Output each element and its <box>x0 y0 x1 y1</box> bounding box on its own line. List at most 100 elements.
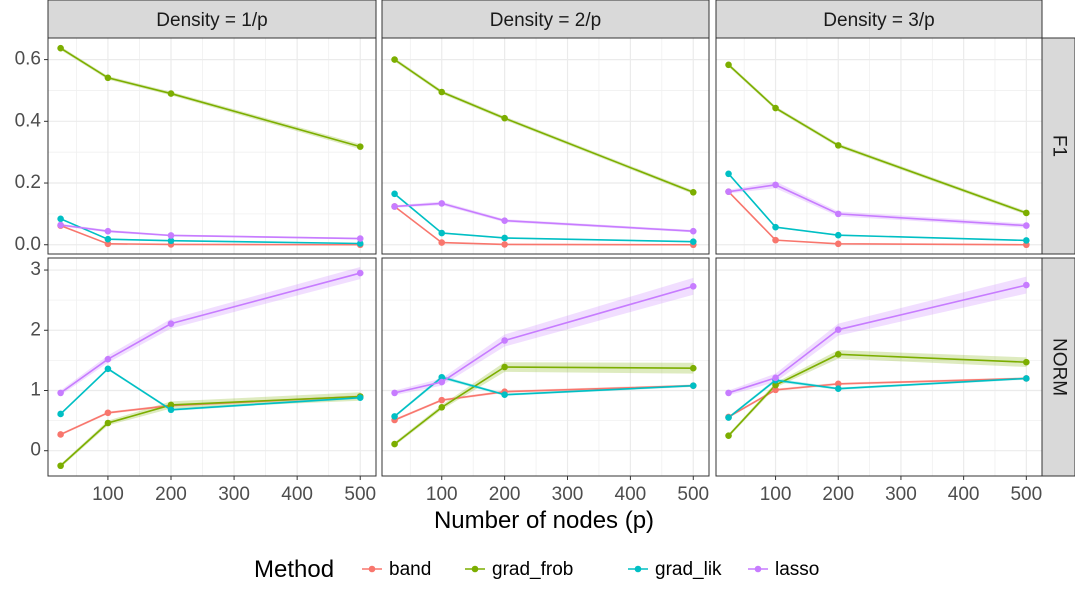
line-grad_lik-F1-d1 <box>60 218 361 245</box>
y-tick-label-NORM-3: 3 <box>30 259 41 280</box>
facet-strip-d2 <box>381 0 710 39</box>
point-grad_frob-F1-d3-500 <box>1023 209 1030 217</box>
x-tick-label-d1-200: 200 <box>155 484 187 505</box>
point-lasso-NORM-d2-500 <box>689 283 697 290</box>
point-grad_lik-F1-d3-100 <box>772 223 779 231</box>
point-lasso-F1-d3-200 <box>834 210 842 218</box>
grid-lines <box>48 38 1042 476</box>
point-lasso-F1-d1-100 <box>104 227 112 235</box>
point-band-F1-d3-100 <box>772 236 779 244</box>
point-lasso-F1-d2-200 <box>501 217 508 224</box>
point-grad_lik-NORM-d2-500 <box>689 382 697 389</box>
point-lasso-NORM-d1-25 <box>57 389 64 397</box>
legend-title: Method <box>254 556 334 583</box>
point-lasso-F1-d3-25 <box>725 188 732 195</box>
point-grad_frob-NORM-d3-500 <box>1023 358 1030 366</box>
legend-key-point-lasso <box>754 565 762 573</box>
point-grad_frob-NORM-d1-200 <box>167 401 175 409</box>
x-tick-label-d1-300: 300 <box>218 484 250 505</box>
band-grad_lik-NORM-d3 <box>728 377 1027 419</box>
line-grad_lik-F1-d3 <box>727 173 1027 242</box>
point-grad_lik-NORM-d1-200 <box>167 406 175 414</box>
point-band-F1-d3-200 <box>834 240 842 248</box>
legend-label-band: band <box>389 559 431 580</box>
point-band-NORM-d3-100 <box>772 386 779 394</box>
x-tick-label-d2-500: 500 <box>677 484 709 505</box>
point-lasso-F1-d1-25 <box>57 221 64 229</box>
y-tick-label-NORM-2: 2 <box>30 319 41 340</box>
point-grad_frob-F1-d2-100 <box>438 88 446 96</box>
facet-strip-label-NORM: NORM <box>1048 338 1069 396</box>
point-lasso-NORM-d3-100 <box>772 374 779 382</box>
point-lasso-F1-d2-25 <box>391 203 398 210</box>
point-grad_lik-NORM-d3-200 <box>834 385 842 392</box>
panel-background-F1-d2 <box>382 38 709 254</box>
point-grad_frob-F1-d1-100 <box>104 74 112 82</box>
point-grad_frob-F1-d2-25 <box>391 56 398 63</box>
axis-ticks: 0.0 0.2 0.4 0.6 0 1 2 3 100 200 300 400 500 100 200 300… <box>15 49 1043 505</box>
line-band-NORM-d3 <box>728 377 1027 418</box>
line-band-NORM-d2 <box>394 384 694 421</box>
x-tick-label-d1-500: 500 <box>344 484 376 505</box>
point-lasso-F1-d3-100 <box>772 181 779 189</box>
band-lasso-NORM-d1 <box>60 267 361 396</box>
band-grad_frob-NORM-d2 <box>394 362 694 446</box>
point-lasso-NORM-d1-100 <box>104 355 112 363</box>
series-lines <box>60 47 1027 467</box>
point-band-NORM-d1-25 <box>57 431 64 438</box>
x-tick-label-d3-500: 500 <box>1010 484 1042 505</box>
line-band-F1-d3 <box>727 191 1027 246</box>
line-grad_frob-NORM-d1 <box>60 395 361 467</box>
point-grad_lik-NORM-d2-200 <box>501 391 508 399</box>
point-grad_lik-NORM-d2-25 <box>391 413 398 420</box>
point-grad_frob-NORM-d2-25 <box>391 440 398 448</box>
point-grad_lik-F1-d1-25 <box>57 215 64 223</box>
point-grad_frob-NORM-d2-100 <box>438 404 446 411</box>
legend-key-point-grad_lik <box>634 565 642 573</box>
point-band-F1-d1-100 <box>104 240 112 248</box>
point-grad_frob-F1-d3-100 <box>772 104 779 112</box>
line-lasso-F1-d1 <box>60 224 361 240</box>
point-grad_frob-F1-d1-500 <box>356 143 364 150</box>
y-tick-label-F1-0.0: 0.0 <box>15 234 41 255</box>
facet-strip-label-d1: Density = 1/p <box>156 10 267 31</box>
point-lasso-NORM-d1-500 <box>356 269 364 277</box>
legend-label-grad_frob: grad_frob <box>492 559 573 580</box>
point-lasso-NORM-d2-25 <box>391 389 398 397</box>
point-band-F1-d2-100 <box>438 239 446 246</box>
point-grad_frob-NORM-d1-100 <box>104 419 112 427</box>
line-grad_frob-NORM-d2 <box>394 366 694 445</box>
facet-strip-F1 <box>1041 37 1075 255</box>
line-band-F1-d2 <box>394 205 694 246</box>
line-grad_frob-NORM-d3 <box>727 353 1027 437</box>
line-grad_lik-NORM-d1 <box>60 367 361 415</box>
point-lasso-NORM-d3-25 <box>725 389 732 397</box>
panel-border-NORM-d1 <box>47 257 377 477</box>
band-grad_lik-NORM-d2 <box>394 375 694 418</box>
x-tick-label-d2-100: 100 <box>426 484 458 505</box>
x-tick-label-d2-400: 400 <box>615 484 647 505</box>
point-lasso-F1-d2-100 <box>438 200 446 207</box>
point-lasso-NORM-d2-200 <box>501 337 508 344</box>
line-lasso-F1-d3 <box>728 184 1027 227</box>
facet-strips: Density = 1/p Density = 2/p Density = 3/p F… <box>47 0 1075 477</box>
legend-label-lasso: lasso <box>775 559 819 580</box>
point-grad_lik-F1-d2-500 <box>689 238 697 245</box>
point-grad_lik-NORM-d3-500 <box>1023 375 1030 382</box>
point-grad_lik-F1-d1-500 <box>356 240 364 247</box>
line-grad_frob-F1-d2 <box>394 58 694 194</box>
point-grad_frob-F1-d2-500 <box>689 188 697 196</box>
point-grad_frob-F1-d2-200 <box>501 114 508 122</box>
facet-strip-label-d3: Density = 3/p <box>823 10 934 31</box>
legend: Method band grad_frob grad_lik lasso <box>254 556 819 583</box>
line-grad_lik-NORM-d3 <box>728 377 1027 419</box>
x-tick-label-d2-200: 200 <box>489 484 521 505</box>
point-lasso-NORM-d3-200 <box>834 326 842 333</box>
point-lasso-NORM-d1-200 <box>167 320 175 327</box>
x-tick-label-d1-400: 400 <box>281 484 313 505</box>
panel-background-NORM-d1 <box>48 258 376 476</box>
line-grad_frob-F1-d3 <box>727 64 1027 214</box>
point-lasso-NORM-d2-100 <box>438 378 446 386</box>
y-tick-label-NORM-0: 0 <box>30 440 41 461</box>
